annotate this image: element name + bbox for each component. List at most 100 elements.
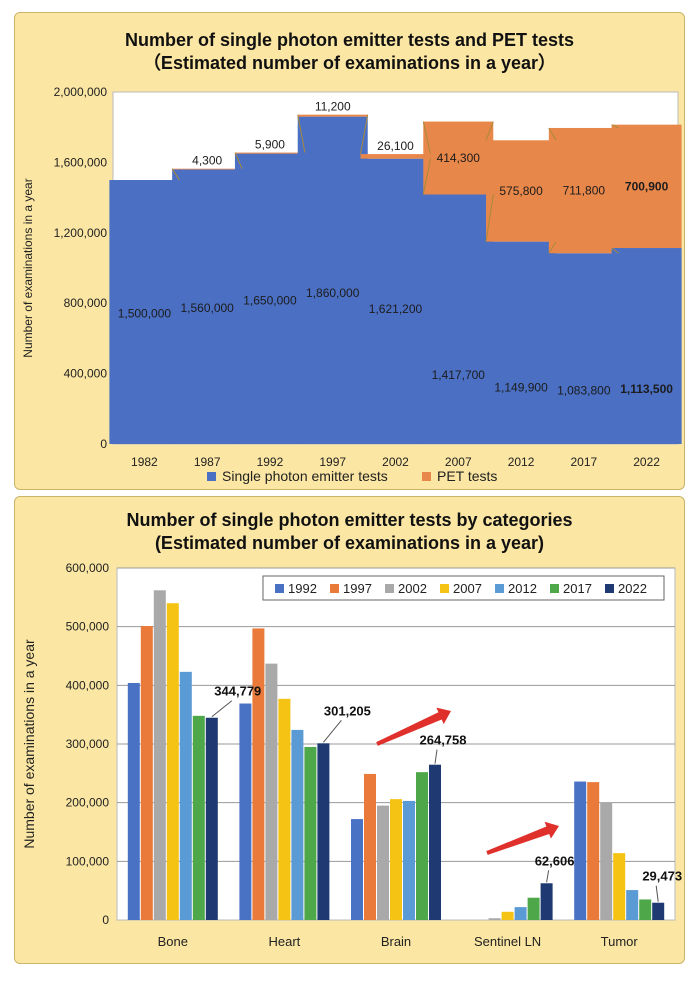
connector-line: [548, 127, 557, 141]
connector-line: [297, 114, 306, 153]
trend-arrow-shape: [486, 821, 560, 855]
legend-label: 1997: [343, 581, 372, 596]
y-tick-label: 400,000: [66, 678, 110, 692]
spect-value-label: 1,560,000: [180, 301, 234, 315]
y-axis-title: Number of examinations in a year: [21, 178, 35, 357]
x-tick-label: 2017: [570, 455, 597, 469]
chart1-svg: 0 400,000 800,000 1,200,000 1,600,000 2,000,0…: [21, 85, 682, 484]
spect-bar: [548, 253, 619, 444]
y-tick-label: 2,000,000: [54, 85, 108, 99]
trend-arrow-shape: [376, 707, 452, 746]
legend-label: 2017: [563, 581, 592, 596]
bar-1992: [351, 819, 363, 920]
y-axis-title: Number of examinations in a year: [21, 639, 37, 849]
pet-bar: [172, 168, 243, 170]
spect-bar: [109, 180, 180, 444]
legend-swatch: [495, 584, 504, 593]
bar-2007: [166, 603, 179, 920]
pet-bar: [486, 140, 557, 242]
bar-2007: [613, 853, 626, 920]
bar-2012: [291, 729, 304, 920]
bar-1992: [239, 703, 252, 920]
connector-line: [485, 194, 494, 242]
spect-bar: [172, 169, 243, 444]
chart1-title: Number of single photon emitter tests an…: [15, 29, 684, 75]
spect-bar: [360, 158, 431, 444]
y-tick-label: 600,000: [66, 561, 110, 575]
bar-2007: [390, 799, 402, 920]
bar-1997: [364, 773, 376, 920]
bar-1992: [574, 781, 587, 920]
legend-swatch: [440, 584, 449, 593]
bar-2012: [626, 890, 639, 920]
category-chart-panel: Number of single photon emitter tests by…: [14, 496, 685, 964]
legend-box: [262, 575, 665, 601]
pet-value-label: 711,800: [563, 184, 606, 198]
legend-swatch: [207, 472, 216, 481]
annotation-label: 264,758: [420, 733, 467, 748]
spect-bar: [234, 153, 305, 444]
x-tick-label: Brain: [381, 934, 411, 949]
legend-label: 2002: [398, 581, 427, 596]
bar-2022: [205, 717, 218, 920]
x-tick-label: Heart: [269, 934, 301, 949]
y-tick-label: 800,000: [64, 296, 108, 310]
annotation-leader: [323, 719, 342, 743]
trend-arrow-icon: [486, 821, 560, 855]
bar-2012: [514, 907, 527, 920]
x-tick-label: 2022: [633, 455, 660, 469]
spect-bar: [486, 241, 557, 444]
y-tick-label: 0: [102, 913, 109, 927]
connector-line: [360, 114, 369, 155]
y-tick-label: 300,000: [66, 737, 110, 751]
x-tick-label: 1992: [257, 455, 284, 469]
connector-line: [611, 124, 620, 129]
pet-value-label: 5,900: [255, 138, 285, 152]
pet-value-label: 26,100: [377, 139, 414, 153]
legend-swatch: [605, 584, 614, 593]
chart2-title: Number of single photon emitter tests by…: [15, 509, 684, 555]
legend-swatch: [275, 584, 284, 593]
x-tick-label: 1982: [131, 455, 158, 469]
annotation-label: 301,205: [324, 703, 371, 718]
annotation-leader: [546, 870, 550, 883]
pet-bar: [423, 121, 494, 195]
bar-2017: [192, 715, 205, 920]
spect-pet-chart-panel: Number of single photon emitter tests an…: [14, 12, 685, 490]
annotation-leader: [655, 885, 659, 902]
connector-line: [422, 158, 431, 195]
spect-value-label: 1,149,900: [494, 380, 548, 394]
legend-swatch: [550, 584, 559, 593]
connector-line: [171, 168, 180, 181]
bar-2017: [527, 897, 540, 920]
y-tick-label: 200,000: [66, 796, 110, 810]
pet-value-label: 11,200: [315, 100, 351, 114]
pet-bar: [360, 154, 431, 159]
connector-line: [485, 121, 494, 141]
y-tick-label: 1,200,000: [54, 226, 108, 240]
y-tick-label: 100,000: [66, 854, 110, 868]
pet-bar: [548, 127, 619, 254]
bar-2022: [317, 743, 330, 920]
x-tick-label: 2007: [445, 455, 472, 469]
y-tick-label: 0: [100, 437, 107, 451]
legend-label: PET tests: [437, 468, 497, 484]
bar-1992: [127, 682, 140, 920]
bar-2017: [639, 899, 652, 920]
bar-2022: [540, 883, 553, 920]
legend-label: 2007: [453, 581, 482, 596]
bar-2017: [304, 746, 317, 920]
chart1-title-line1: Number of single photon emitter tests an…: [124, 30, 575, 50]
pet-value-label: 414,300: [437, 151, 481, 165]
connector-line: [611, 247, 620, 254]
x-tick-label: Tumor: [601, 934, 639, 949]
bar-2007: [501, 911, 514, 920]
x-tick-label: 1987: [194, 455, 221, 469]
bar-2012: [403, 800, 415, 920]
spect-bar: [611, 248, 682, 444]
pet-value-label: 700,900: [625, 179, 669, 193]
bar-1997: [140, 626, 153, 920]
spect-value-label: 1,860,000: [306, 286, 360, 300]
pet-value-label: 4,300: [192, 154, 222, 168]
annotation-leader: [434, 749, 438, 764]
